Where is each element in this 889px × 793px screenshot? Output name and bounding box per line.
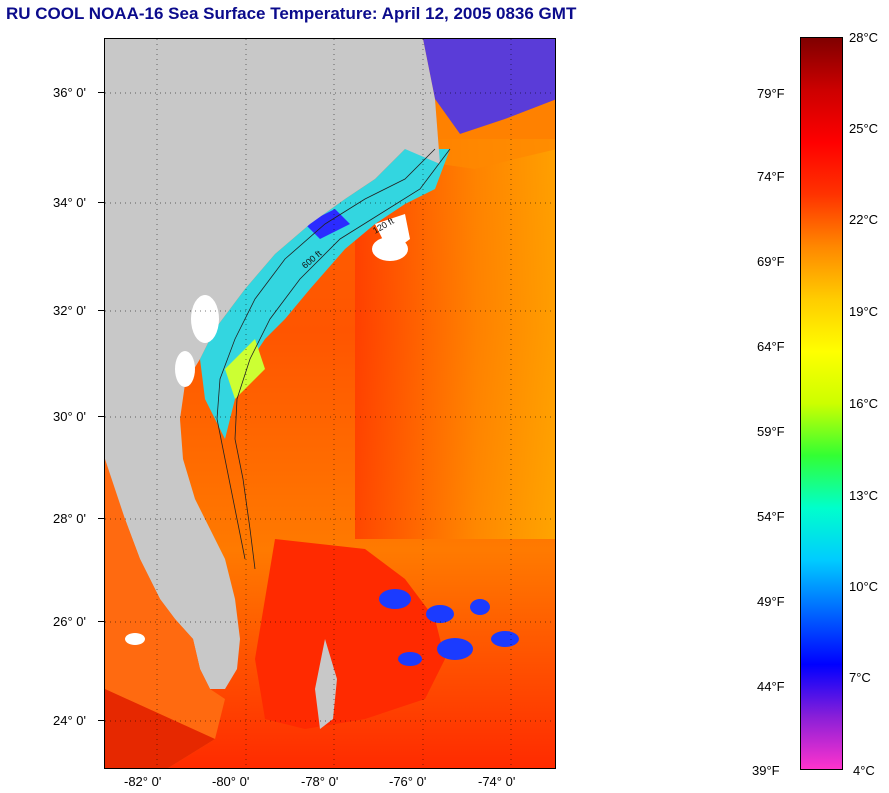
celsius-label: 28°C — [849, 30, 879, 45]
lat-tick — [98, 202, 105, 203]
lon-label: -82° 0' — [124, 774, 162, 789]
northern-cold-water — [423, 39, 555, 134]
lat-tick — [98, 92, 105, 93]
celsius-label: 10°C — [849, 579, 879, 594]
celsius-label: 16°C — [849, 396, 879, 411]
lon-label: -74° 0' — [478, 774, 516, 789]
lat-tick — [98, 720, 105, 721]
graticule — [105, 39, 555, 768]
bahamas-land — [315, 639, 337, 729]
lat-label: 32° 0' — [53, 303, 86, 318]
bahamas-shallows — [255, 539, 445, 729]
lat-tick — [98, 621, 105, 622]
celsius-label: 13°C — [849, 488, 879, 503]
celsius-label: 7°C — [849, 670, 871, 685]
map-title: RU COOL NOAA-16 Sea Surface Temperature:… — [6, 4, 577, 23]
fahrenheit-label: 69°F — [757, 254, 785, 269]
lat-label: 28° 0' — [53, 511, 86, 526]
celsius-label: 22°C — [849, 212, 879, 227]
lat-label: 24° 0' — [53, 713, 86, 728]
temperature-colorbar — [800, 37, 843, 770]
isobath-120ft — [216, 148, 436, 560]
fahrenheit-label: 64°F — [757, 339, 785, 354]
sst-map: 120 ft 600 ft — [104, 38, 556, 769]
cool-eddies — [379, 589, 519, 666]
lat-tick — [98, 310, 105, 311]
lon-label: -80° 0' — [212, 774, 250, 789]
lat-label: 36° 0' — [53, 85, 86, 100]
celsius-label: 4°C — [853, 763, 875, 778]
land-us-coast — [105, 39, 440, 689]
fahrenheit-label: 49°F — [757, 594, 785, 609]
lat-tick — [98, 518, 105, 519]
fahrenheit-label: 79°F — [757, 86, 785, 101]
isobath-600ft — [234, 148, 451, 570]
fahrenheit-label: 59°F — [757, 424, 785, 439]
celsius-label: 19°C — [849, 304, 879, 319]
fahrenheit-label: 74°F — [757, 169, 785, 184]
lat-label: 34° 0' — [53, 195, 86, 210]
lat-label: 30° 0' — [53, 409, 86, 424]
lon-label: -76° 0' — [389, 774, 427, 789]
shelf-cool-water — [200, 149, 450, 439]
gulf-water — [105, 459, 225, 768]
celsius-label: 25°C — [849, 121, 879, 136]
lon-label: -78° 0' — [301, 774, 339, 789]
cloud-mask — [125, 237, 408, 645]
lat-label: 26° 0' — [53, 614, 86, 629]
fahrenheit-label: 39°F — [752, 763, 780, 778]
fahrenheit-label: 44°F — [757, 679, 785, 694]
fahrenheit-label: 54°F — [757, 509, 785, 524]
lat-tick — [98, 416, 105, 417]
